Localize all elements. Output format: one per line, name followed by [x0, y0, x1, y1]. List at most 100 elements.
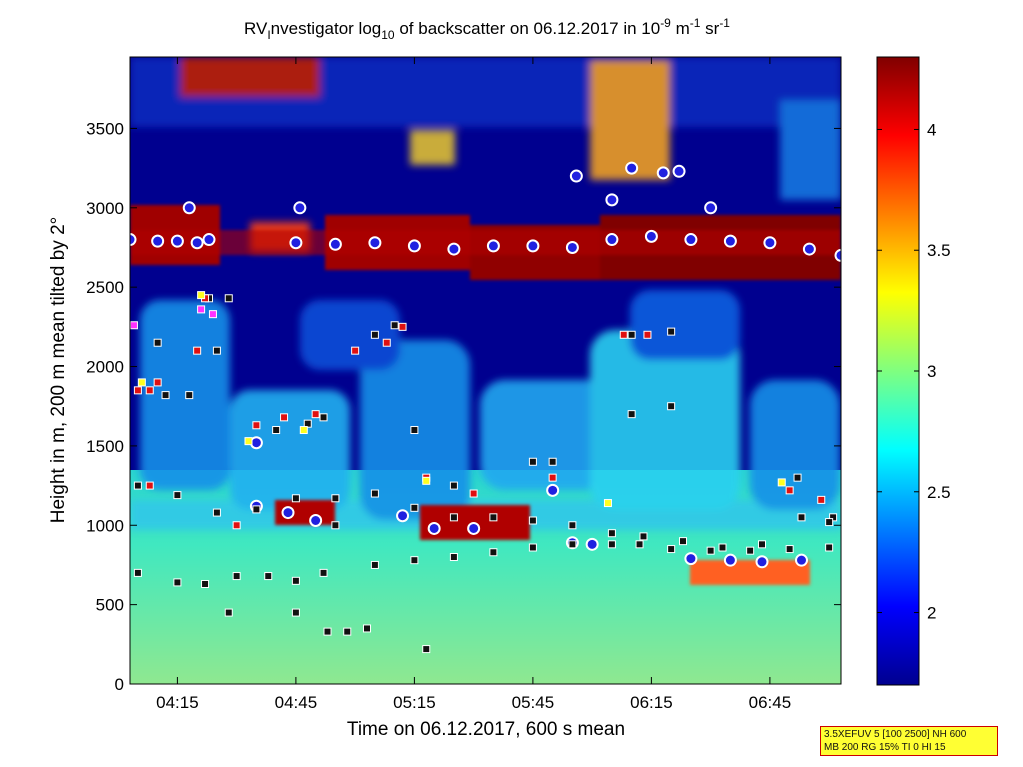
circle-marker [795, 553, 808, 567]
chart-title: RVInvestigator log10 of backscatter on 0… [244, 16, 730, 42]
square-marker [777, 478, 786, 487]
x-tick-label: 04:45 [275, 693, 318, 712]
square-marker [398, 322, 407, 331]
square-marker [639, 532, 648, 541]
square-marker [817, 495, 826, 504]
square-marker [323, 627, 332, 636]
square-marker [299, 426, 308, 435]
square-marker [137, 378, 146, 387]
square-marker [193, 346, 202, 355]
square-marker [244, 437, 253, 446]
square-marker [679, 537, 687, 546]
square-marker [212, 508, 221, 517]
circle-marker [834, 248, 841, 262]
square-marker [252, 505, 261, 514]
x-axis: 04:15 04:45 05:15 05:45 06:15 06:45 [156, 57, 791, 712]
info-line-1: 3.5XEFUV 5 [100 2500] NH 600 [824, 729, 967, 740]
square-marker [145, 481, 154, 490]
square-marker [130, 321, 138, 330]
square-marker [319, 413, 328, 422]
colorbar [876, 56, 920, 686]
square-marker [370, 560, 379, 569]
y-tick-label: 0 [115, 675, 124, 694]
square-marker [489, 513, 498, 522]
heatmap-field [130, 57, 841, 684]
circle-marker [289, 236, 303, 250]
square-marker [185, 391, 194, 400]
square-marker [825, 518, 834, 527]
detection-markers [130, 161, 841, 654]
circle-marker [130, 233, 137, 247]
square-marker [469, 489, 478, 498]
square-marker [635, 540, 644, 549]
square-marker [410, 503, 419, 512]
circle-marker [182, 201, 196, 215]
square-marker [272, 426, 281, 435]
square-marker [410, 426, 419, 435]
square-marker [449, 481, 458, 490]
square-marker [382, 338, 391, 347]
square-marker [224, 608, 233, 617]
square-marker [351, 346, 360, 355]
circle-marker [309, 514, 323, 528]
square-marker [370, 330, 379, 339]
circle-marker [293, 201, 307, 215]
square-marker [370, 489, 379, 498]
square-marker [319, 568, 328, 577]
square-marker [785, 545, 794, 554]
square-marker [568, 521, 577, 530]
square-marker [197, 291, 206, 300]
colorbar-tick-label: 2 [927, 604, 936, 623]
square-marker [197, 305, 206, 314]
square-marker [173, 578, 182, 587]
square-marker [667, 402, 676, 411]
circle-marker [368, 236, 382, 250]
circle-marker [672, 164, 686, 178]
square-marker [718, 543, 727, 552]
colorbar-ticks: 2 2.5 3 3.5 4 [877, 120, 951, 623]
square-marker [528, 457, 537, 466]
square-marker [280, 413, 289, 422]
square-marker [449, 513, 458, 522]
x-tick-label: 06:45 [749, 693, 792, 712]
x-tick-label: 05:15 [393, 693, 436, 712]
circle-marker [546, 483, 560, 497]
square-marker [331, 521, 340, 530]
square-marker [343, 627, 352, 636]
x-axis-label: Time on 06.12.2017, 600 s mean [347, 719, 625, 740]
circle-marker [407, 239, 421, 253]
square-marker [667, 327, 676, 336]
square-marker [706, 546, 715, 555]
square-marker [291, 608, 300, 617]
square-marker [627, 330, 636, 339]
circle-marker [249, 436, 263, 450]
circle-marker [684, 233, 698, 247]
square-marker [331, 494, 340, 503]
x-tick-label: 05:45 [512, 693, 555, 712]
square-marker [603, 499, 612, 508]
square-marker [422, 476, 431, 485]
square-marker [133, 568, 142, 577]
circle-marker [802, 242, 816, 256]
x-tick-label: 06:15 [630, 693, 673, 712]
circle-marker [723, 553, 737, 567]
colorbar-tick-label: 3.5 [927, 241, 951, 260]
square-marker [145, 386, 154, 395]
settings-info-box: 3.5XEFUV 5 [100 2500] NH 600 MB 200 RG 1… [820, 726, 998, 756]
y-tick-label: 3000 [86, 199, 124, 218]
circle-marker [190, 236, 204, 250]
square-marker [825, 543, 834, 552]
y-tick-label: 500 [96, 596, 124, 615]
circle-marker [763, 236, 777, 250]
info-line-2: MB 200 RG 15% TI 0 HI 15 [824, 742, 946, 753]
circle-marker [585, 537, 599, 551]
circle-marker [755, 555, 769, 569]
square-marker [568, 540, 577, 549]
square-marker [643, 330, 652, 339]
circle-marker [565, 240, 579, 254]
circle-marker [396, 509, 410, 523]
square-marker [390, 321, 399, 330]
square-marker [291, 576, 300, 585]
square-marker [232, 572, 241, 581]
